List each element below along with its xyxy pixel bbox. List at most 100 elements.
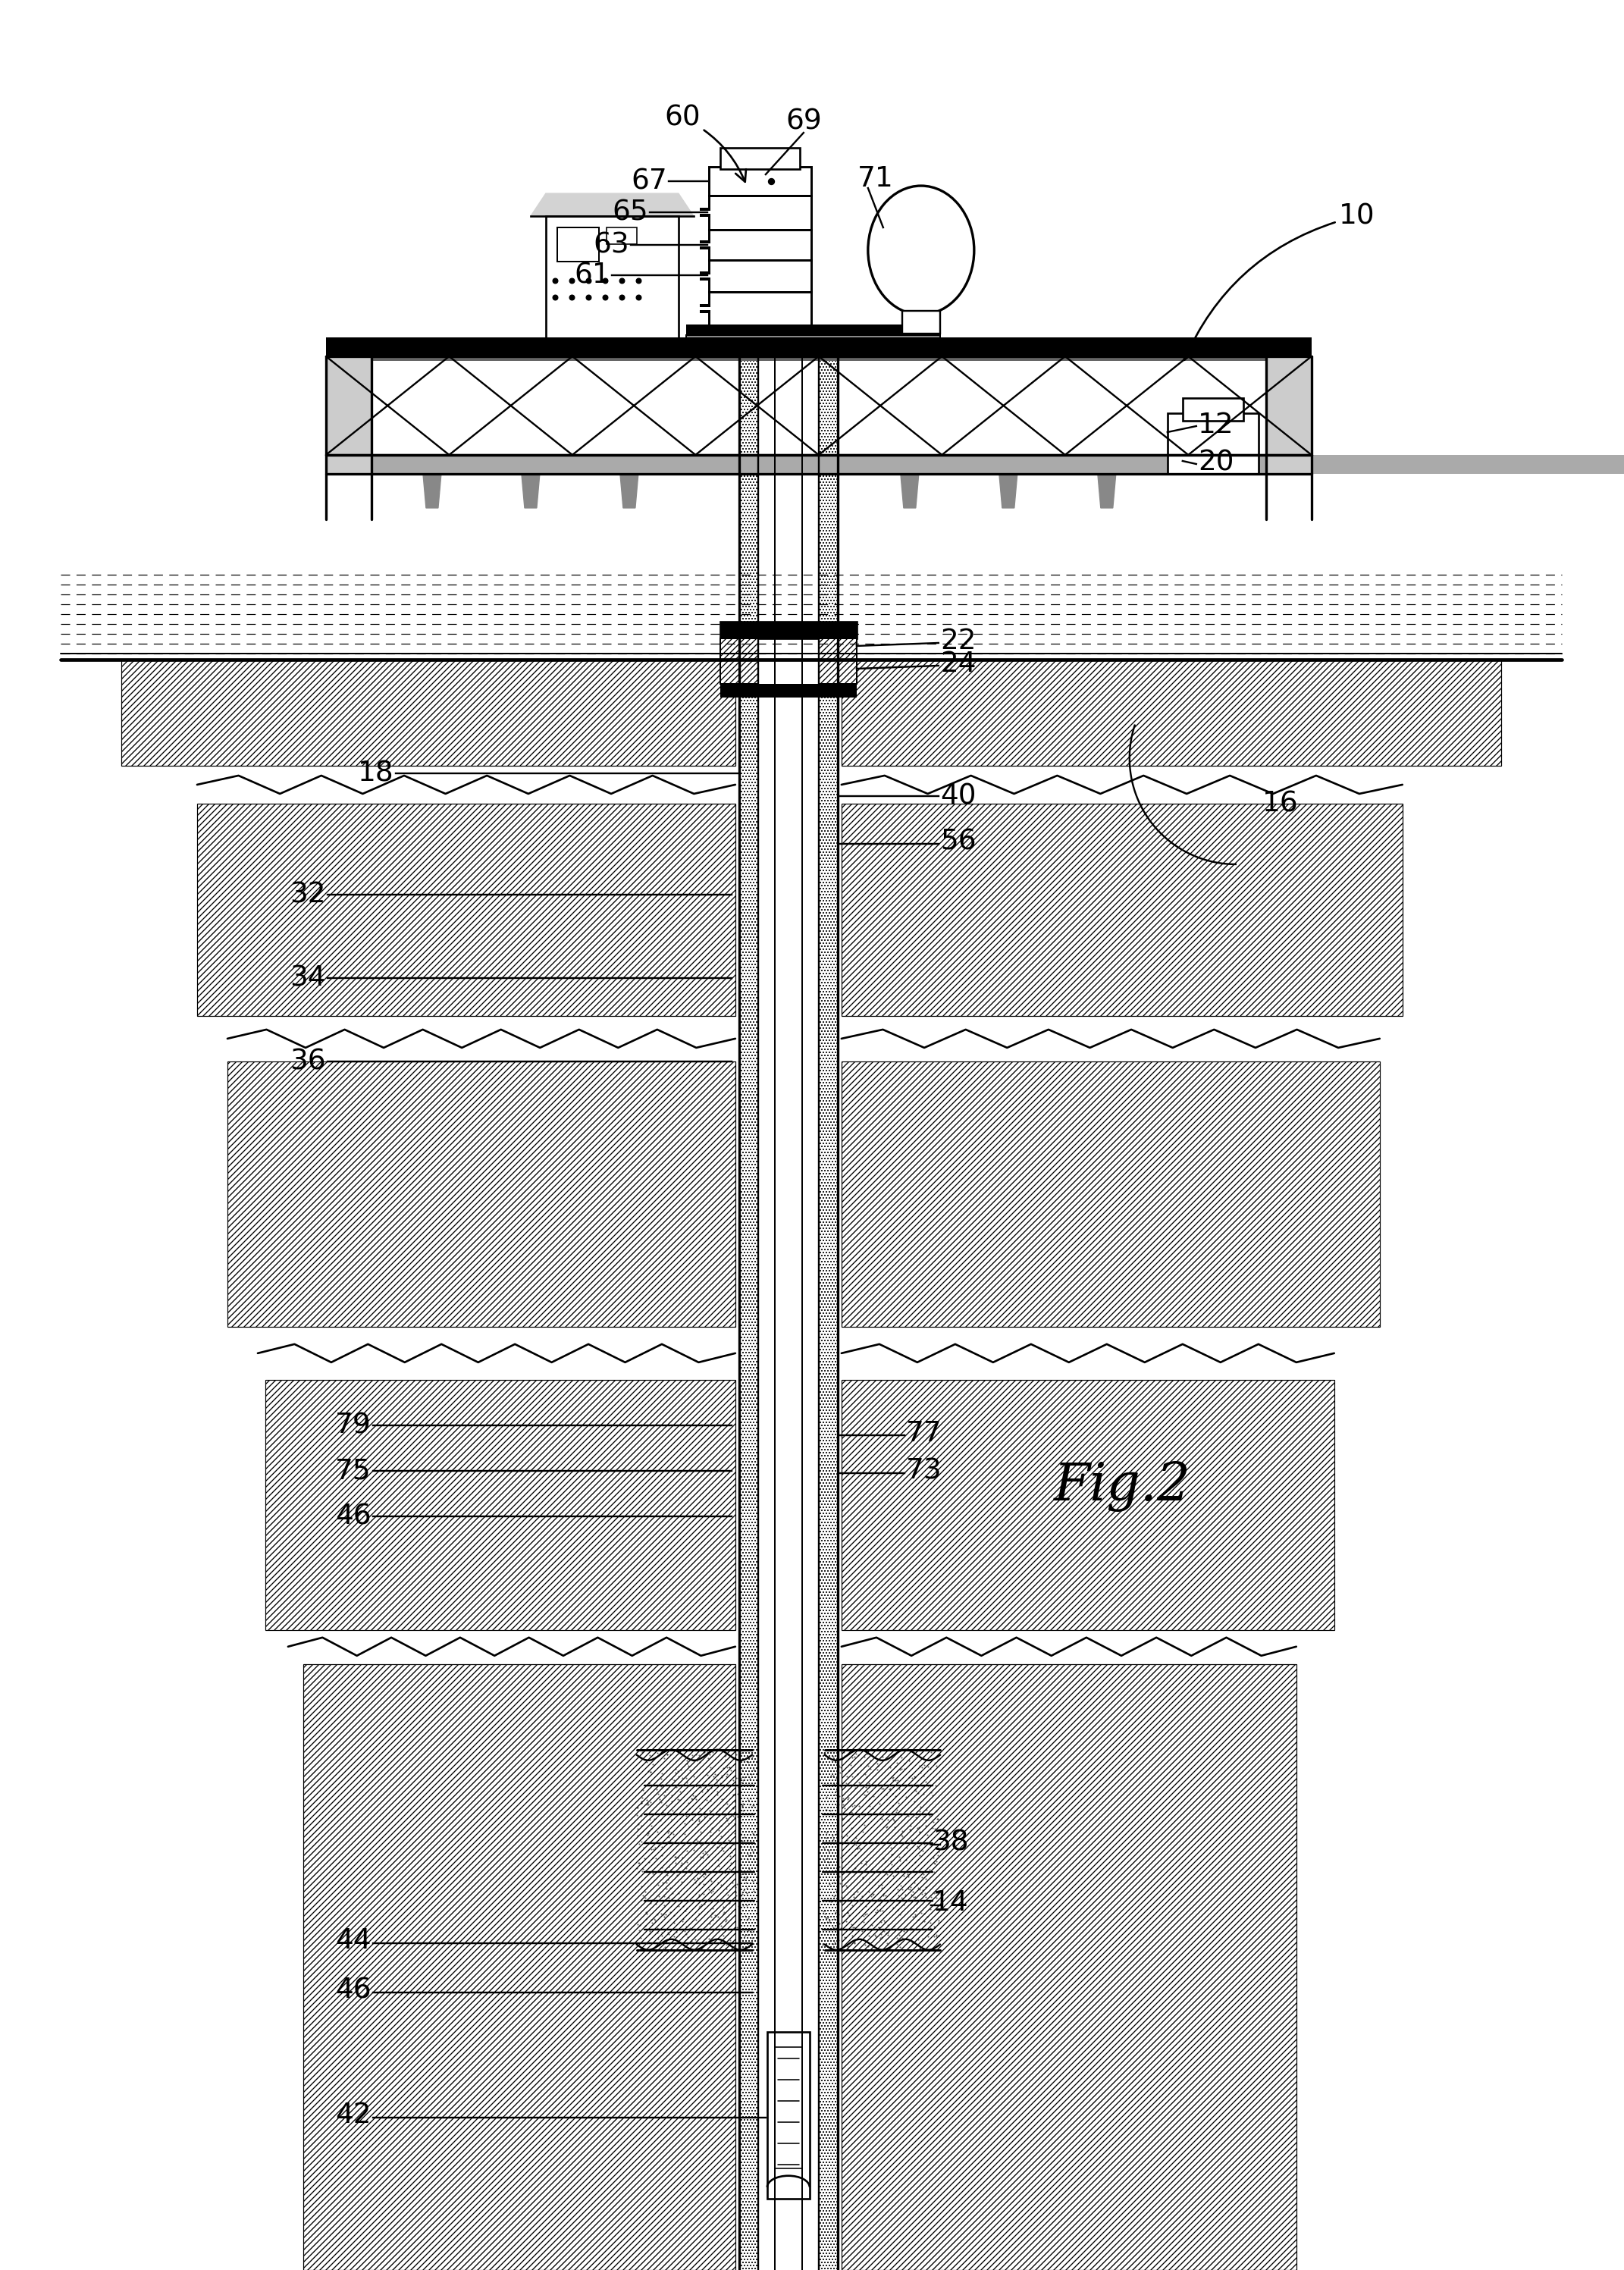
- Point: [715, 1786, 741, 1823]
- Point: [833, 1823, 859, 1859]
- Point: [723, 1868, 749, 1905]
- Point: [633, 1895, 659, 1932]
- Point: [857, 1877, 883, 1914]
- Bar: [901, 311, 940, 334]
- Point: [901, 1771, 927, 1807]
- Point: [661, 1918, 687, 1954]
- Point: [643, 1841, 669, 1877]
- Point: [836, 1898, 862, 1934]
- Point: [687, 1743, 713, 1780]
- Point: [827, 1755, 853, 1791]
- Point: [892, 1836, 918, 1873]
- Point: [721, 1873, 747, 1909]
- Polygon shape: [900, 474, 919, 508]
- Point: [708, 1866, 734, 1902]
- Point: [640, 1741, 666, 1777]
- Point: [721, 1816, 747, 1852]
- Point: [635, 1752, 661, 1789]
- Point: [841, 1925, 867, 1961]
- Point: [857, 1911, 883, 1948]
- Point: [830, 1898, 856, 1934]
- Point: [700, 1902, 726, 1939]
- Text: 32: 32: [289, 881, 326, 908]
- Point: [853, 1777, 879, 1814]
- Point: [677, 1923, 703, 1959]
- Point: [926, 1834, 952, 1870]
- Point: [822, 1909, 848, 1945]
- Point: [716, 1923, 742, 1959]
- Point: [682, 1780, 708, 1816]
- Point: [632, 1873, 658, 1909]
- Point: [835, 1895, 861, 1932]
- Point: [883, 1850, 909, 1886]
- Point: [645, 1734, 671, 1771]
- Point: [729, 1886, 755, 1923]
- Point: [857, 1780, 883, 1816]
- Point: [869, 1918, 895, 1954]
- Bar: [685, 325, 940, 336]
- Point: [874, 1907, 900, 1943]
- Point: [625, 1855, 651, 1891]
- Point: [867, 1882, 893, 1918]
- Point: [835, 1895, 861, 1932]
- Point: [625, 1846, 651, 1882]
- Point: [650, 1895, 676, 1932]
- Point: [682, 1864, 708, 1900]
- Point: [632, 1775, 658, 1811]
- Point: [872, 1923, 898, 1959]
- Point: [674, 1743, 700, 1780]
- Point: [872, 1916, 898, 1952]
- Point: [880, 1836, 906, 1873]
- Point: [825, 1777, 851, 1814]
- Point: [729, 1861, 755, 1898]
- Point: [926, 1905, 952, 1941]
- Point: [882, 1748, 908, 1784]
- Point: [654, 1920, 680, 1957]
- Bar: [818, 345, 838, 2270]
- Point: [890, 1914, 916, 1950]
- Point: [708, 1818, 734, 1855]
- Text: 34: 34: [289, 965, 326, 992]
- Point: [875, 1802, 901, 1839]
- Point: [682, 1861, 708, 1898]
- Point: [838, 1759, 864, 1796]
- Point: [857, 1750, 883, 1786]
- Point: [690, 1866, 716, 1902]
- Point: [888, 1816, 914, 1852]
- Point: [734, 1870, 760, 1907]
- Point: [841, 1875, 867, 1911]
- Point: [624, 1850, 650, 1886]
- Point: [913, 1868, 939, 1905]
- Point: [672, 1850, 698, 1886]
- Point: [922, 1916, 948, 1952]
- Point: [901, 1784, 927, 1821]
- Bar: [719, 148, 799, 170]
- Point: [856, 1766, 882, 1802]
- Point: [853, 1755, 879, 1791]
- Point: [864, 1746, 890, 1782]
- Point: [926, 1875, 952, 1911]
- Point: [664, 1857, 690, 1893]
- Point: [663, 1768, 689, 1805]
- Point: [822, 1925, 848, 1961]
- Point: [674, 1832, 700, 1868]
- Point: [710, 1918, 736, 1954]
- Point: [658, 1762, 684, 1798]
- Point: [697, 1861, 723, 1898]
- Bar: [719, 622, 856, 638]
- Point: [736, 1850, 762, 1886]
- Point: [684, 1902, 710, 1939]
- Point: [729, 1823, 755, 1859]
- Point: [814, 1818, 840, 1855]
- Point: [820, 1757, 846, 1793]
- Point: [823, 1759, 849, 1796]
- Point: [726, 1843, 752, 1880]
- Point: [888, 1880, 914, 1916]
- Point: [872, 1777, 898, 1814]
- Point: [922, 1748, 948, 1784]
- Point: [624, 1789, 650, 1825]
- Point: [853, 1850, 879, 1886]
- Point: [734, 1836, 760, 1873]
- Point: [713, 1800, 739, 1836]
- Point: [908, 1895, 934, 1932]
